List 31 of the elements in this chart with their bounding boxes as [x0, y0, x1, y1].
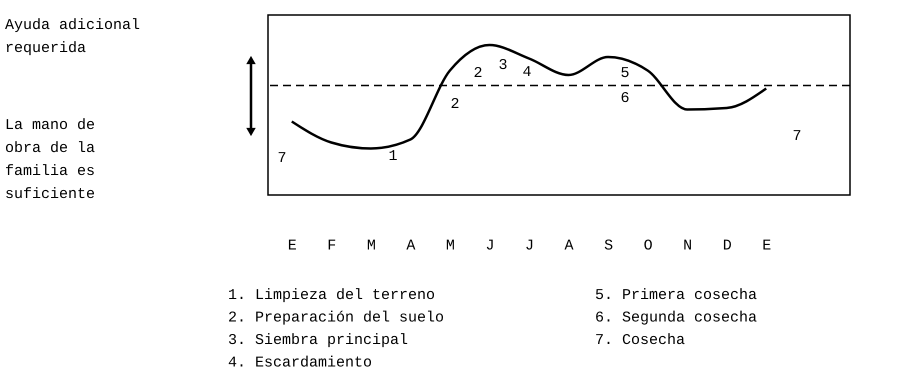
x-tick-label: N	[683, 238, 692, 254]
x-tick-label: J	[485, 238, 494, 254]
x-tick-label: J	[524, 238, 534, 254]
annotation: 6	[620, 90, 630, 107]
text: La mano de obra de la familia es suficiente	[5, 117, 96, 203]
x-tick-label: E	[288, 238, 297, 254]
annotation: 1	[388, 148, 398, 165]
text: 4. Escardamiento	[228, 354, 372, 372]
text: 7	[792, 128, 802, 145]
text: 2. Preparación del suelo	[228, 310, 444, 326]
text: 7. Cosecha	[595, 332, 686, 349]
x-tick-label: A	[564, 238, 574, 254]
x-tick-label: S	[604, 238, 614, 254]
text: 3. Siembra principal	[228, 332, 408, 349]
x-tick-label: A	[406, 238, 416, 254]
text: 5. Primera cosecha	[595, 287, 758, 304]
x-tick-label: M	[366, 238, 376, 254]
annotation: 3	[498, 57, 508, 74]
text: 1. Limpieza del terreno	[228, 287, 436, 304]
x-tick-label: F	[327, 238, 336, 254]
annotation: 5	[620, 65, 630, 82]
x-tick-label: E	[762, 238, 772, 254]
annotation: 2	[473, 65, 483, 82]
annotation: 4	[522, 64, 532, 81]
text: Ayuda adicional requerida	[5, 17, 140, 57]
x-tick-label: D	[722, 238, 732, 254]
x-tick-label: O	[644, 238, 653, 254]
annotation: 7	[277, 150, 287, 167]
text: 6. Segunda cosecha	[595, 310, 758, 326]
annotation: 2	[450, 96, 460, 113]
x-tick-label: M	[446, 238, 455, 254]
